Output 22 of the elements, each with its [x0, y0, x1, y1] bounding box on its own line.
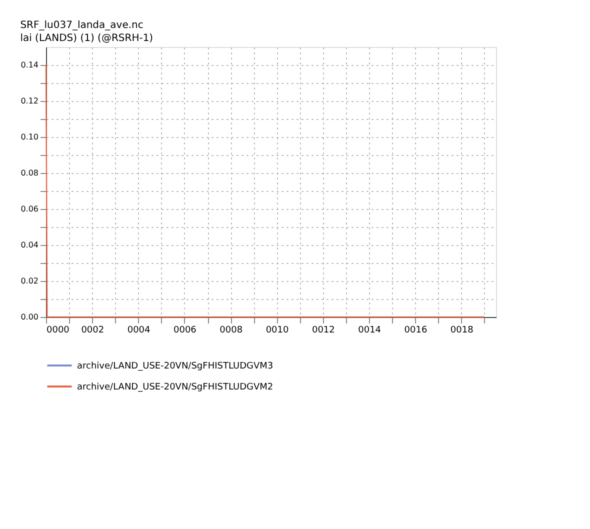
legend-label: archive/LAND_USE-20VN/SgFHISTLUDGVM3	[77, 362, 274, 372]
chart-subtitle: lai (LANDS) (1) (@RSRH-1)	[20, 33, 154, 44]
y-tick-label: 0.06	[20, 204, 38, 214]
x-tick-label: 0016	[404, 326, 428, 336]
x-tick-label: 0002	[81, 326, 104, 336]
x-tick-label: 0006	[174, 326, 197, 336]
x-tick-label: 0004	[127, 326, 151, 336]
x-tick-label: 0014	[358, 326, 382, 336]
x-tick-label: 0018	[450, 326, 474, 336]
x-tick-label: 0012	[312, 326, 335, 336]
y-tick-label: 0.00	[20, 312, 38, 322]
y-tick-label: 0.04	[20, 240, 38, 250]
x-tick-label: 0010	[266, 326, 289, 336]
y-tick-label: 0.08	[20, 168, 38, 178]
y-tick-label: 0.12	[20, 96, 38, 106]
x-tick-label: 0008	[220, 326, 243, 336]
y-tick-label: 0.10	[20, 132, 38, 142]
chart-title: SRF_lu037_landa_ave.nc	[20, 20, 144, 31]
x-tick-label: 0000	[46, 326, 70, 336]
y-tick-label: 0.14	[20, 60, 38, 70]
y-tick-label: 0.02	[20, 276, 38, 286]
legend-label: archive/LAND_USE-20VN/SgFHISTLUDGVM2	[77, 382, 274, 392]
